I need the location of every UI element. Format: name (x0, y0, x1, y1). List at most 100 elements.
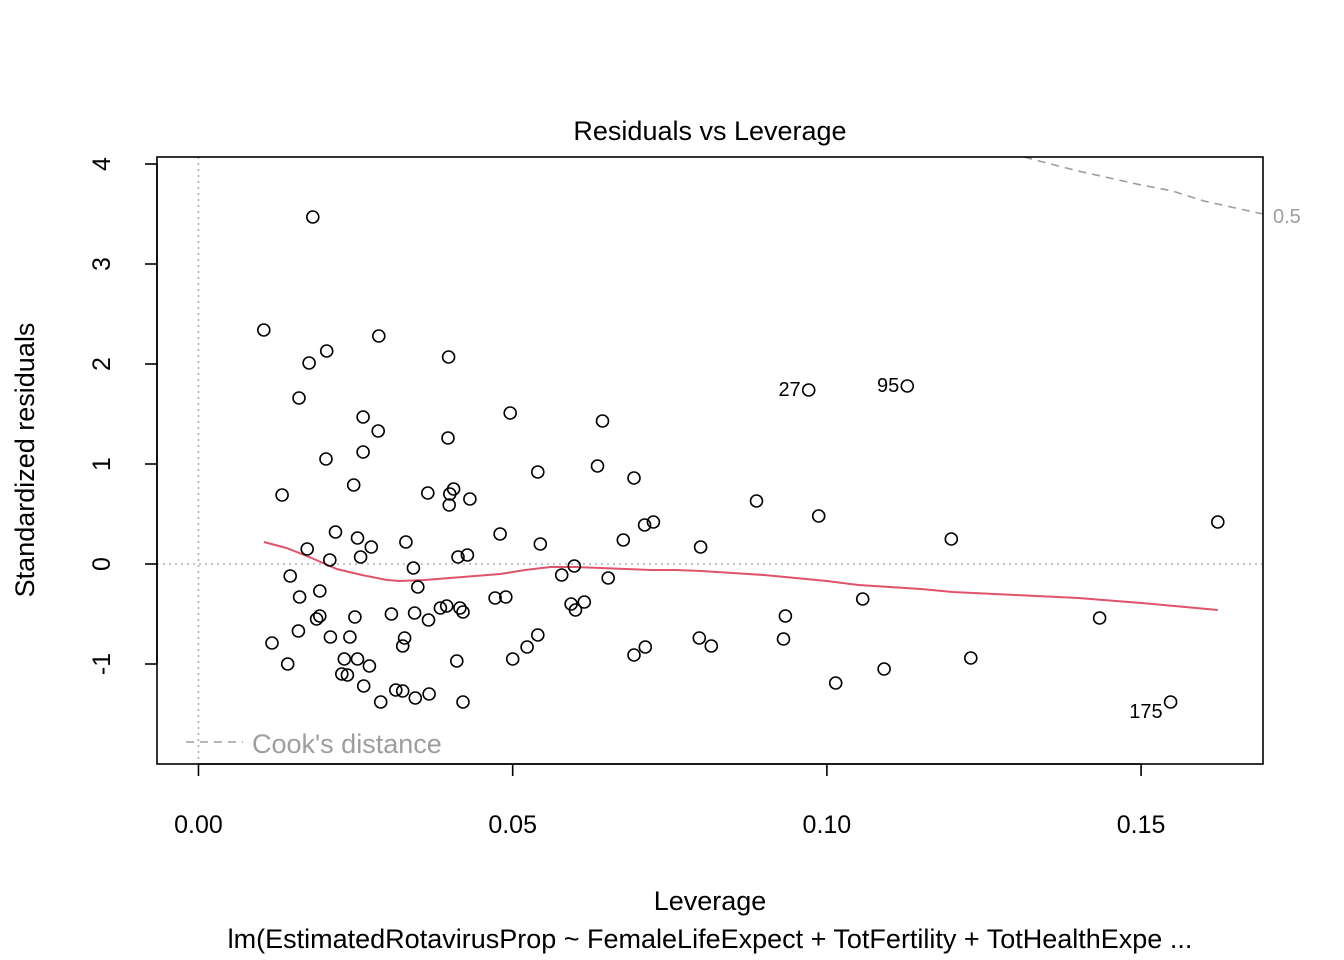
legend: Cook's distance (186, 729, 442, 759)
data-point (421, 613, 436, 627)
labeled-data-point (1163, 695, 1178, 709)
data-point (312, 609, 327, 623)
data-point (811, 509, 826, 523)
x-tick-label: 0.05 (488, 811, 537, 839)
data-point (453, 601, 467, 615)
data-point (334, 667, 349, 681)
data-point (638, 640, 653, 654)
data-point (305, 210, 320, 224)
data-point (616, 533, 631, 547)
smooth-layer (263, 541, 1218, 611)
data-point (503, 406, 518, 420)
y-tick-label: 1 (88, 457, 116, 471)
data-point (275, 488, 289, 502)
data-point (283, 569, 298, 583)
data-point (395, 684, 410, 698)
data-point (855, 592, 870, 606)
data-point (337, 652, 352, 666)
y-tick-label: 3 (88, 257, 116, 271)
cooks-distance-level-label: 0.5 (1273, 206, 1301, 228)
data-point (302, 356, 316, 370)
data-point (373, 695, 388, 709)
data-point (554, 568, 569, 582)
data-point (371, 424, 386, 438)
data-point (340, 668, 355, 682)
data-point (627, 648, 641, 662)
data-point (388, 683, 403, 697)
y-tick-label: 2 (88, 357, 116, 371)
data-point (292, 590, 307, 604)
data-point (446, 482, 461, 496)
data-point (356, 679, 371, 693)
data-point (410, 580, 425, 594)
x-axis: 0.00 0.05 0.10 0.15 (174, 763, 1166, 839)
data-point (749, 494, 764, 508)
data-point (439, 599, 454, 613)
data-point (488, 591, 502, 605)
data-point (568, 603, 583, 617)
data-point (778, 609, 793, 623)
point-label: 95 (877, 375, 899, 397)
model-formula-subtitle: lm(EstimatedRotavirusProp ~ FemaleLifeEx… (228, 924, 1193, 954)
cooks-distance-layer: 0.5 (1023, 156, 1301, 228)
data-point (323, 630, 338, 644)
point-label: 27 (778, 379, 800, 401)
labeled-data-point (801, 383, 816, 397)
data-point (530, 628, 545, 642)
data-point (433, 601, 448, 615)
data-point (292, 391, 306, 405)
reference-lines (157, 157, 1263, 764)
x-tick-label: 0.15 (1117, 811, 1166, 839)
data-point (384, 607, 399, 621)
data-point (627, 471, 641, 485)
data-point (422, 687, 436, 701)
smooth-line (263, 541, 1218, 611)
data-point (319, 452, 333, 466)
data-point (567, 559, 582, 573)
data-point (395, 639, 410, 653)
data-point (300, 542, 315, 556)
x-tick-label: 0.10 (803, 811, 852, 839)
data-point (309, 612, 324, 626)
x-tick-label: 0.00 (174, 811, 223, 839)
data-point (343, 630, 357, 644)
data-point (364, 540, 379, 554)
data-point (356, 410, 370, 424)
data-point (776, 632, 791, 646)
data-point (828, 676, 843, 690)
data-point (312, 584, 327, 598)
data-point (280, 657, 295, 671)
data-point (590, 459, 605, 473)
data-point (362, 659, 377, 673)
point-labels-layer: 27 95 175 (778, 375, 1162, 723)
points-layer (256, 210, 1225, 709)
data-point (407, 606, 422, 620)
point-label: 175 (1129, 701, 1162, 723)
data-point (877, 662, 891, 676)
data-point (291, 624, 306, 638)
data-point (693, 540, 708, 554)
data-point (646, 515, 661, 529)
y-tick-label: -1 (88, 653, 116, 675)
data-point (530, 465, 545, 479)
data-point (595, 414, 610, 428)
data-point (346, 478, 361, 492)
data-point (449, 654, 464, 668)
data-point (399, 535, 413, 549)
data-point (350, 531, 365, 545)
data-point (704, 639, 719, 653)
data-point (498, 590, 513, 604)
data-point (456, 605, 470, 619)
data-point (533, 537, 548, 551)
y-axis: -1 0 1 2 3 4 (88, 157, 158, 675)
data-point (1211, 515, 1225, 529)
data-point (256, 323, 271, 337)
data-point (397, 631, 412, 645)
data-point (1092, 611, 1107, 625)
y-axis-label: Standardized residuals (10, 323, 40, 598)
y-tick-label: 4 (88, 157, 116, 171)
data-point (637, 518, 652, 532)
data-point (451, 550, 465, 564)
data-point (463, 492, 477, 506)
